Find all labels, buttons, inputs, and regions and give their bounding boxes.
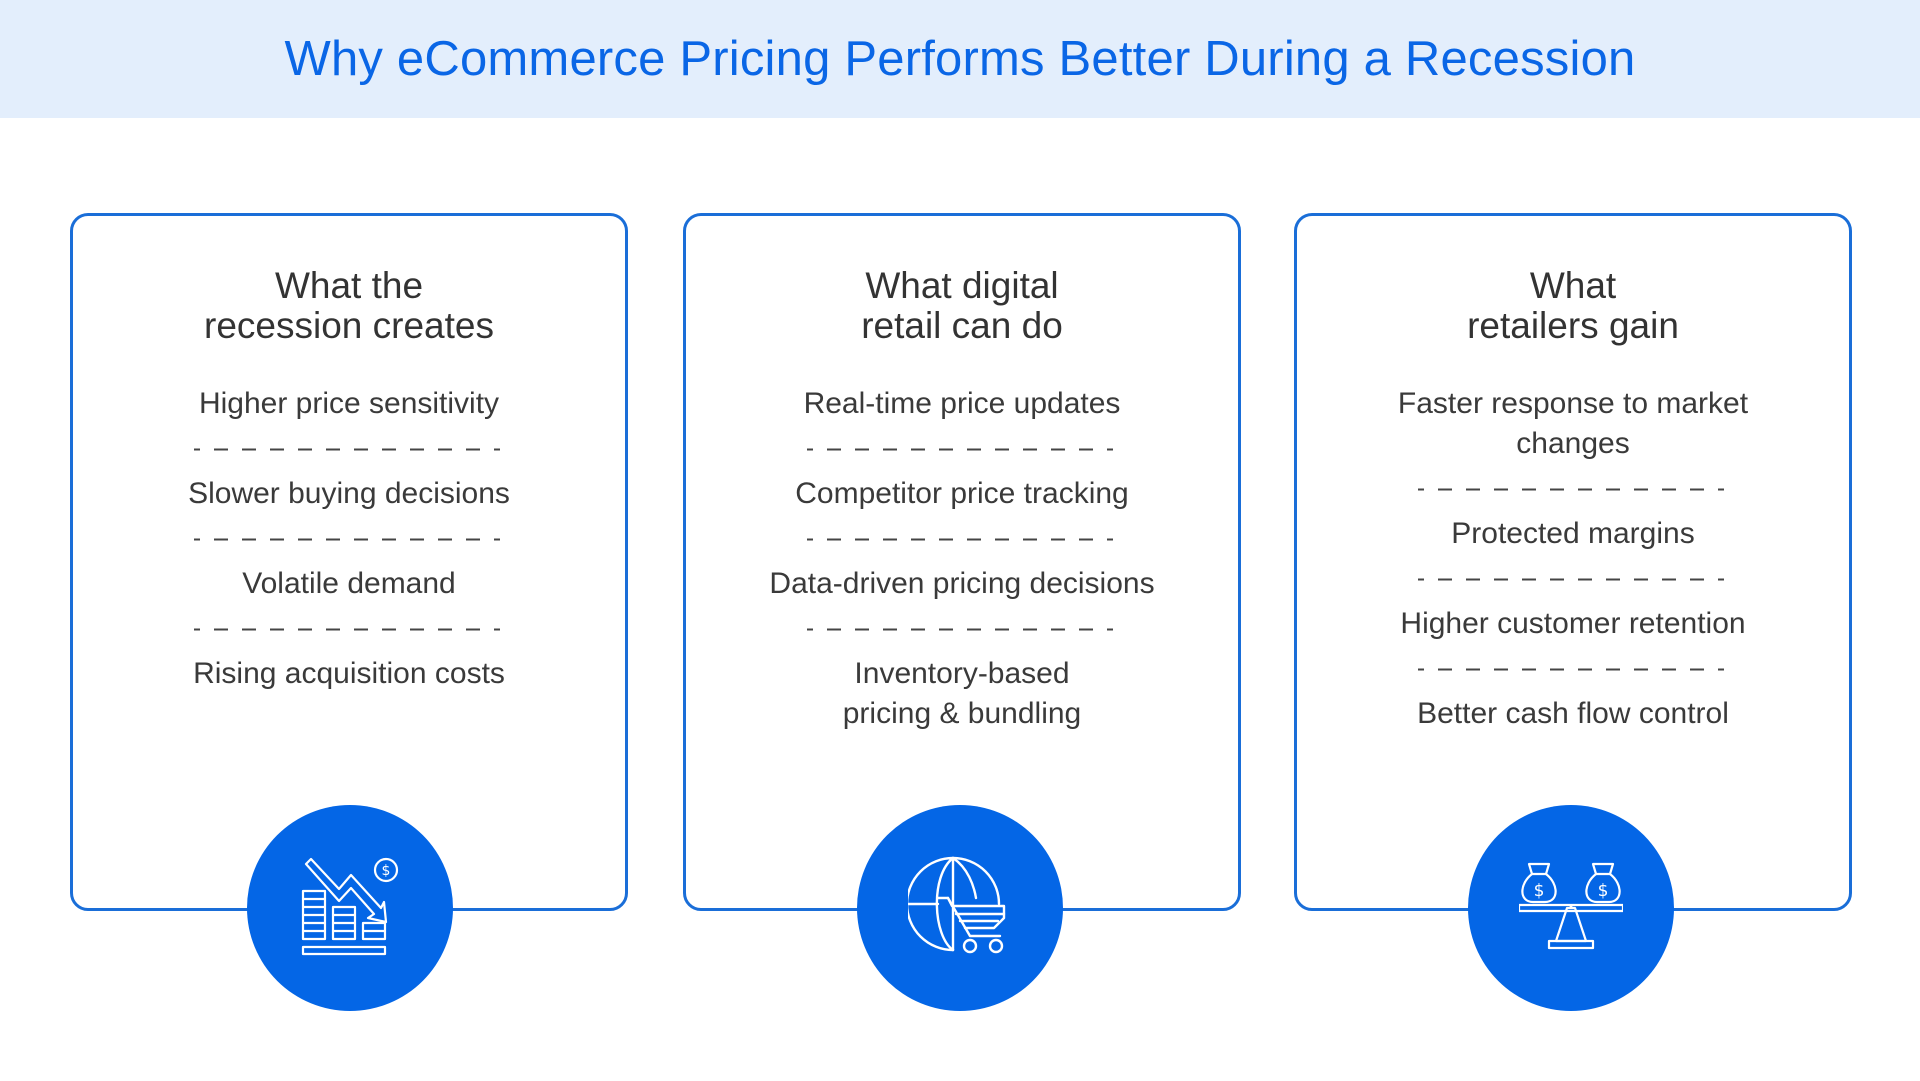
- card-digital-retail: What digital retail can do Real-time pri…: [683, 213, 1241, 911]
- item-text: Volatile demand: [242, 567, 456, 600]
- item-text: Higher customer retention: [1400, 607, 1746, 640]
- header-band: Why eCommerce Pricing Performs Better Du…: [0, 0, 1920, 118]
- card-retailers-gain: What retailers gain Faster response to m…: [1294, 213, 1852, 911]
- list-item: Real-time price updates: [742, 384, 1182, 424]
- item-text: Protected margins: [1451, 517, 1695, 550]
- list-item: Faster response to market changes: [1353, 384, 1793, 464]
- card-heading-line: recession creates: [204, 305, 494, 346]
- item-text: Better cash flow control: [1417, 697, 1729, 730]
- svg-text:$: $: [1534, 881, 1545, 901]
- money-bags-balance-icon: $ $: [1519, 862, 1623, 950]
- dashed-divider: [1418, 488, 1728, 491]
- list-item: Higher customer retention: [1353, 604, 1793, 644]
- globe-shopping-cart-icon: [908, 856, 1006, 954]
- card-recession-creates: What the recession creates Higher price …: [70, 213, 628, 911]
- icon-badge-recession: $: [247, 805, 453, 1011]
- dashed-divider: [807, 628, 1117, 631]
- dashed-divider: [807, 448, 1117, 451]
- list-item: Rising acquisition costs: [129, 654, 569, 694]
- list-item: Inventory-based pricing & bundling: [742, 654, 1182, 734]
- dashed-divider: [1418, 668, 1728, 671]
- dashed-divider: [194, 448, 504, 451]
- list-item: Higher price sensitivity: [129, 384, 569, 424]
- item-list: Faster response to market changes Protec…: [1297, 384, 1849, 734]
- list-item: Data-driven pricing decisions: [742, 564, 1182, 604]
- item-list: Real-time price updates Competitor price…: [686, 384, 1238, 734]
- card-heading: What digital retail can do: [686, 266, 1238, 346]
- svg-text:$: $: [382, 863, 391, 879]
- item-text: Competitor price tracking: [795, 477, 1129, 510]
- list-item: Slower buying decisions: [129, 474, 569, 514]
- item-text: Real-time price updates: [803, 387, 1121, 420]
- list-item: Better cash flow control: [1353, 694, 1793, 734]
- item-text: pricing & bundling: [842, 697, 1082, 730]
- card-heading-line: What digital: [865, 265, 1059, 306]
- item-text: changes: [1516, 427, 1630, 460]
- list-item: Volatile demand: [129, 564, 569, 604]
- item-text: Faster response to market: [1397, 387, 1749, 420]
- list-item: Protected margins: [1353, 514, 1793, 554]
- dashed-divider: [1418, 578, 1728, 581]
- card-heading: What the recession creates: [73, 266, 625, 346]
- item-list: Higher price sensitivity Slower buying d…: [73, 384, 625, 694]
- item-text: Rising acquisition costs: [193, 657, 505, 690]
- card-heading-line: retail can do: [861, 305, 1063, 346]
- declining-chart-dollar-icon: $: [301, 857, 399, 956]
- card-heading-line: What the: [274, 265, 424, 306]
- svg-text:$: $: [1598, 881, 1609, 901]
- dashed-divider: [194, 628, 504, 631]
- page-title: Why eCommerce Pricing Performs Better Du…: [284, 32, 1636, 86]
- list-item: Competitor price tracking: [742, 474, 1182, 514]
- icon-badge-digital: [857, 805, 1063, 1011]
- dashed-divider: [194, 538, 504, 541]
- card-heading-line: What: [1529, 265, 1617, 306]
- card-heading: What retailers gain: [1297, 266, 1849, 346]
- icon-badge-retailers: $ $: [1468, 805, 1674, 1011]
- item-text: Data-driven pricing decisions: [769, 567, 1155, 600]
- item-text: Higher price sensitivity: [198, 387, 500, 420]
- item-text: Inventory-based: [854, 657, 1070, 690]
- item-text: Slower buying decisions: [188, 477, 510, 510]
- card-heading-line: retailers gain: [1467, 305, 1679, 346]
- dashed-divider: [807, 538, 1117, 541]
